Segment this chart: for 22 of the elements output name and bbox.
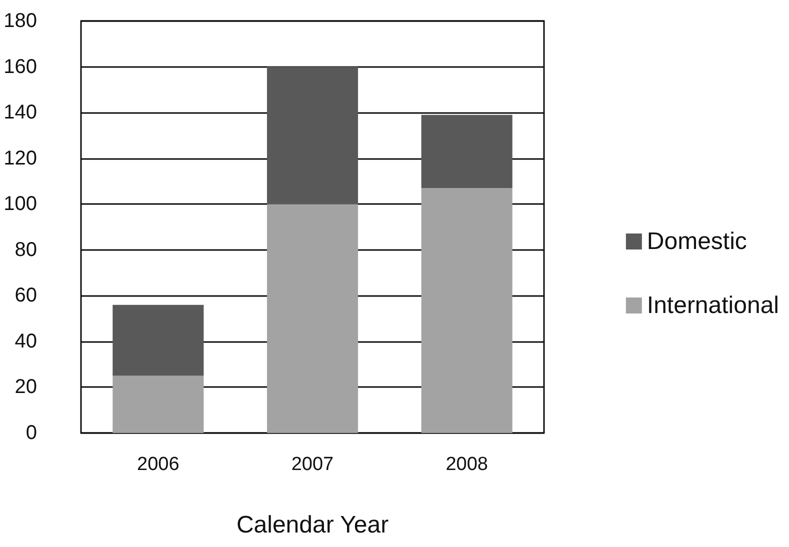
y-tick-label: 140: [4, 102, 37, 124]
bar: [112, 376, 204, 433]
y-tick-label: 0: [26, 422, 37, 444]
y-tick-label: 40: [14, 330, 37, 352]
y-tick-label: 100: [4, 193, 37, 216]
x-tick-label: 2007: [291, 454, 334, 475]
x-tick-label: 2008: [446, 454, 488, 475]
legend-label: Domestic: [646, 228, 747, 255]
bar: [421, 114, 512, 188]
bar: [112, 304, 204, 376]
bar: [421, 188, 512, 433]
y-tick-label: 120: [4, 147, 37, 170]
x-axis-title: Calendar Year: [236, 512, 389, 538]
y-tick-label: 60: [14, 284, 37, 307]
legend-label: International: [646, 292, 779, 319]
bar: [266, 204, 358, 433]
y-tick-label: 160: [4, 56, 37, 78]
y-tick-label: 20: [14, 376, 37, 398]
bar: [266, 66, 358, 204]
x-tick-label: 2006: [137, 454, 180, 475]
y-tick-label: 80: [14, 238, 37, 261]
y-tick-label: 180: [4, 10, 37, 32]
